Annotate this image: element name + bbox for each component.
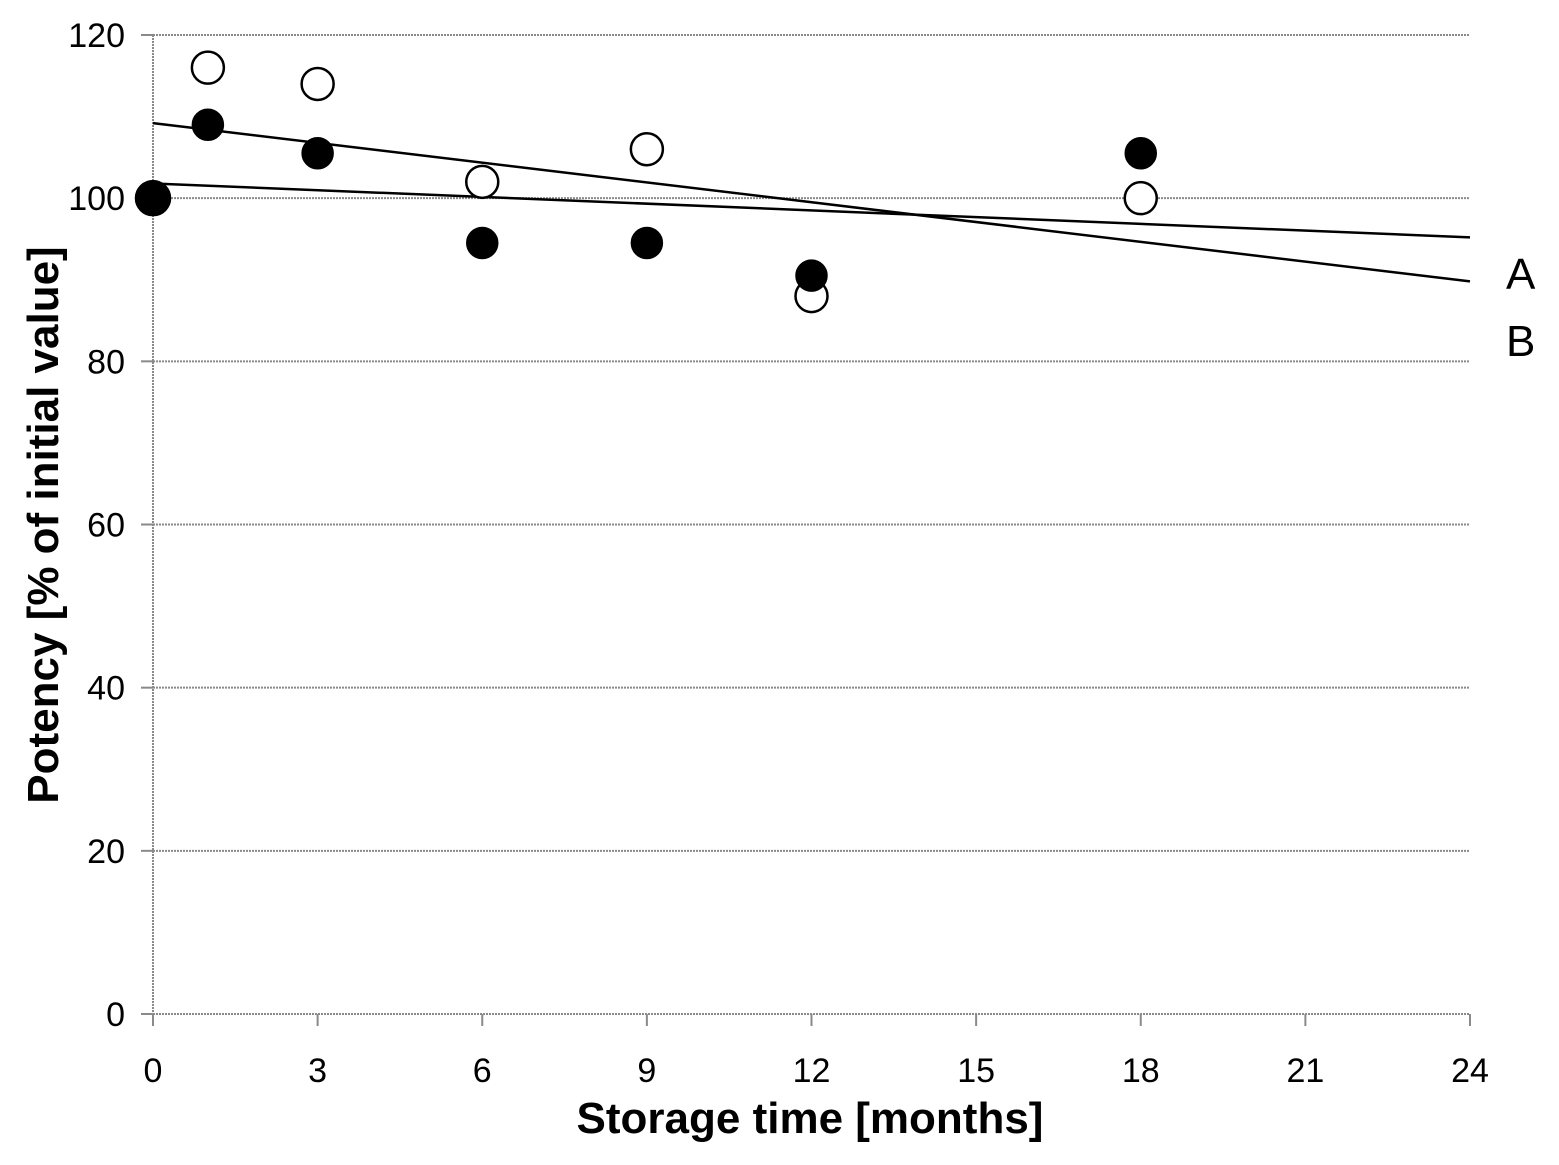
trend-lines (152, 121, 1471, 283)
data-point-filled (191, 108, 225, 141)
y-tick-label: 60 (87, 507, 125, 545)
x-tick-label: 9 (637, 1052, 656, 1090)
trend-line-label-a: A (1506, 250, 1536, 299)
data-point-open (1123, 180, 1158, 216)
x-tick-label: 12 (793, 1052, 831, 1090)
y-tick-label: 20 (87, 833, 125, 871)
data-point-open (300, 66, 335, 102)
y-tick-label: 80 (87, 343, 125, 381)
data-point-open (465, 164, 500, 200)
data-point-filled (134, 179, 172, 217)
axes (141, 34, 1471, 1026)
y-tick-label: 100 (68, 180, 125, 218)
x-tick-label: 0 (144, 1052, 163, 1090)
data-point-filled (1124, 137, 1157, 170)
tick-labels: 0 20 40 60 80 100 120 0 3 6 9 12 15 18 21 24 (68, 17, 1489, 1090)
data-point-open (629, 131, 665, 167)
data-point-filled (301, 137, 334, 170)
x-axis-title: Storage time [months] (577, 1094, 1044, 1143)
trend-line-label-b: B (1506, 317, 1535, 366)
x-tick-label: 18 (1122, 1052, 1160, 1090)
data-points (134, 50, 1158, 314)
trend-line-b (152, 182, 1471, 239)
data-point-filled (630, 226, 664, 260)
y-tick-label: 0 (106, 996, 125, 1034)
x-tick-label: 24 (1451, 1052, 1489, 1090)
x-tick-label: 15 (957, 1052, 995, 1090)
x-tick-label: 21 (1286, 1052, 1324, 1090)
x-tick-label: 6 (473, 1052, 492, 1090)
data-point-filled (466, 226, 499, 260)
data-point-open (190, 50, 226, 85)
y-tick-label: 120 (68, 17, 125, 55)
y-axis-title: Potency [% of initial value] (19, 246, 68, 803)
x-tick-label: 3 (308, 1052, 327, 1090)
y-tick-label: 40 (87, 670, 125, 708)
trend-line-a (152, 121, 1471, 283)
data-point-filled (795, 259, 828, 292)
gridlines (153, 34, 1470, 852)
